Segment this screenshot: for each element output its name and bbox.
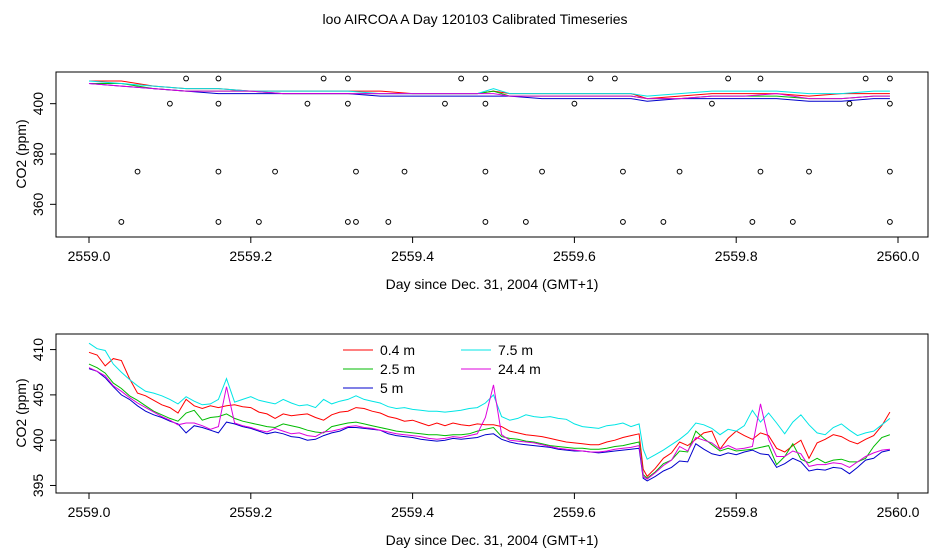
data-marker [344, 219, 351, 225]
x-tick-label: 2559.8 [715, 504, 758, 520]
data-marker [353, 219, 359, 225]
data-marker [887, 168, 893, 175]
legend-label-5-m: 5 m [380, 380, 403, 396]
legend-label-0-4-m: 0.4 m [380, 342, 415, 358]
y-tick-label: 395 [30, 474, 46, 498]
panel-bottom-axes: 2559.0 2559.2 2559.4 2559.6 2559.8 2560.0 395 4… [30, 338, 920, 520]
data-marker [749, 219, 756, 225]
data-marker [611, 75, 618, 82]
series-line-2-5-m [88, 363, 891, 479]
data-marker [709, 100, 715, 107]
panel-top: CO2 (ppm) Day since Dec. 31, 2004 (GMT+1… [13, 71, 929, 292]
data-marker [215, 168, 222, 175]
data-marker [320, 75, 327, 82]
data-marker [272, 168, 278, 175]
data-marker [482, 75, 489, 82]
x-tick-label: 2559.6 [553, 248, 596, 264]
panel-bottom-frame [55, 333, 929, 494]
panel-bottom-series [88, 342, 891, 482]
data-marker [215, 219, 222, 225]
data-marker [215, 75, 222, 82]
y-tick-label: 400 [30, 92, 46, 116]
data-marker [458, 75, 465, 82]
data-marker [757, 75, 764, 82]
series-line-7-5-m [88, 342, 891, 460]
series-line-24-4-m [88, 367, 890, 480]
chart-title: loo AIRCOA A Day 120103 Calibrated Times… [322, 11, 628, 27]
legend-label-24-4-m: 24.4 m [498, 361, 541, 377]
x-tick-label: 2559.8 [715, 248, 758, 264]
x-tick-label: 2560.0 [877, 504, 920, 520]
x-tick-label: 2560.0 [877, 248, 920, 264]
data-marker [620, 168, 626, 175]
data-marker [725, 75, 732, 82]
data-marker [167, 100, 173, 107]
data-marker [887, 100, 893, 107]
data-marker [757, 168, 764, 175]
data-marker [344, 100, 351, 107]
panel-top-series [88, 80, 890, 102]
data-marker [862, 75, 869, 82]
legend-label-7-5-m: 7.5 m [498, 342, 533, 358]
series-line-5-m [88, 368, 891, 482]
data-marker [676, 168, 683, 175]
x-tick-label: 2559.0 [68, 504, 111, 520]
data-marker [401, 168, 408, 175]
data-marker [385, 219, 392, 225]
y-tick-label: 405 [30, 383, 46, 407]
y-tick-label: 400 [30, 428, 46, 452]
data-marker [846, 100, 853, 107]
data-marker [806, 168, 812, 175]
data-marker [887, 219, 893, 225]
data-marker [482, 100, 489, 107]
x-tick-label: 2559.4 [391, 504, 434, 520]
data-marker [134, 168, 141, 175]
data-marker [353, 168, 359, 175]
series-line-7-5-m [88, 80, 890, 97]
panel-bottom: CO2 (ppm) Day since Dec. 31, 2004 (GMT+1… [13, 333, 929, 548]
x-tick-label: 2559.4 [391, 248, 434, 264]
series-line-24-4-m [88, 83, 890, 100]
data-marker [215, 100, 222, 107]
data-marker [183, 75, 189, 82]
data-marker [620, 219, 626, 225]
data-marker [660, 219, 667, 225]
data-marker [789, 219, 796, 225]
x-tick-label: 2559.0 [68, 248, 111, 264]
data-marker [482, 219, 489, 225]
data-marker [442, 100, 448, 107]
series-line-5-m [88, 83, 890, 102]
data-marker [118, 219, 125, 225]
panel-top-axes: 2559.0 2559.2 2559.4 2559.6 2559.8 2560.0 360 3… [30, 92, 920, 264]
data-marker [522, 219, 529, 225]
legend-label-2-5-m: 2.5 m [380, 361, 415, 377]
panel-top-ylabel: CO2 (ppm) [13, 119, 29, 188]
data-marker [587, 75, 594, 82]
data-marker [571, 100, 578, 107]
data-marker [482, 168, 489, 175]
x-tick-label: 2559.2 [229, 248, 272, 264]
x-tick-label: 2559.2 [229, 504, 272, 520]
data-marker [539, 168, 545, 175]
data-marker [887, 75, 893, 82]
series-line-0-4-m [88, 351, 891, 478]
data-marker [255, 219, 262, 225]
x-tick-label: 2559.6 [553, 504, 596, 520]
panel-bottom-ylabel: CO2 (ppm) [13, 378, 29, 447]
data-marker [344, 75, 351, 82]
panel-top-xlabel: Day since Dec. 31, 2004 (GMT+1) [386, 276, 599, 292]
data-marker [304, 100, 311, 107]
y-tick-label: 380 [30, 142, 46, 166]
y-tick-label: 410 [30, 338, 46, 362]
panel-top-markers [118, 75, 893, 225]
legend: 0.4 m 2.5 m 5 m 7.5 m 24.4 m [343, 342, 541, 396]
panel-bottom-xlabel: Day since Dec. 31, 2004 (GMT+1) [386, 532, 599, 548]
y-tick-label: 360 [30, 192, 46, 216]
